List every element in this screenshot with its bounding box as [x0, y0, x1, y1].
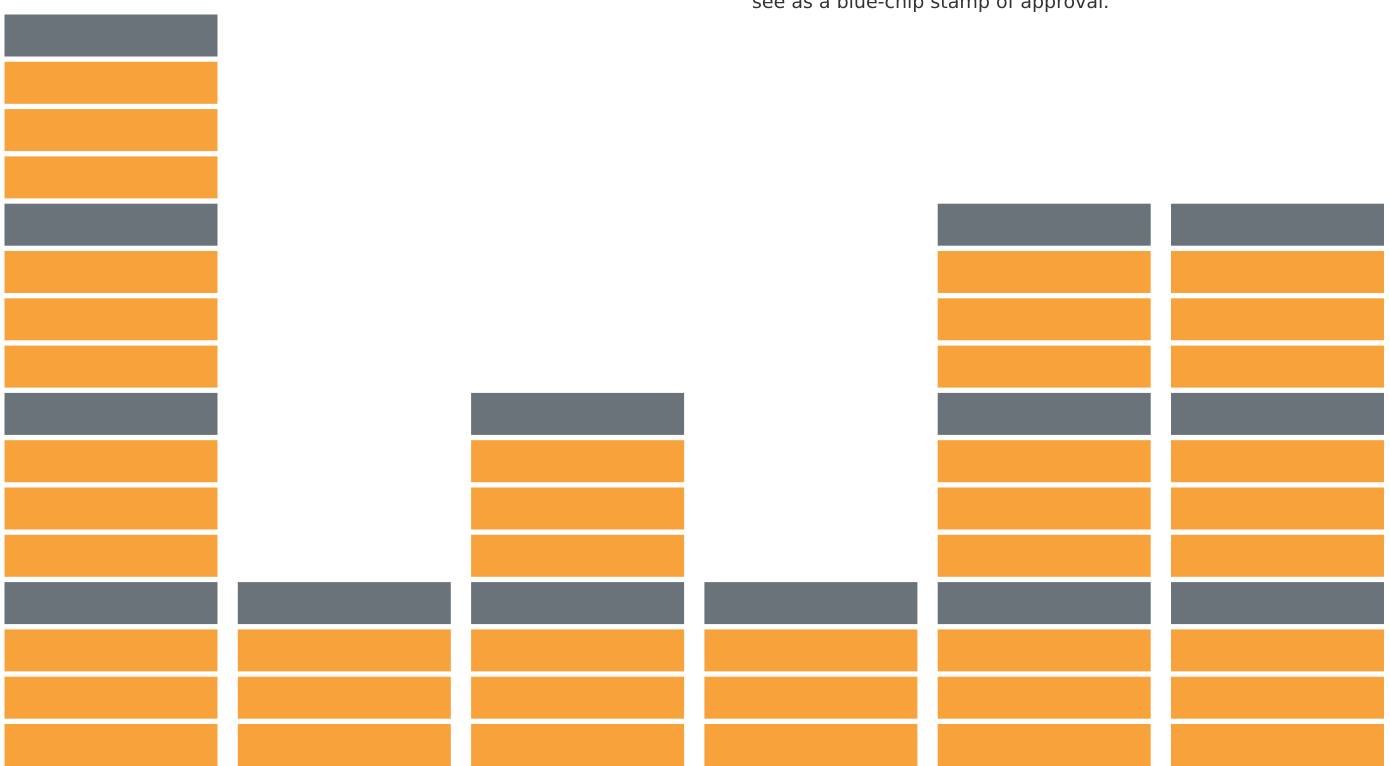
block — [937, 251, 1151, 293]
block — [4, 487, 218, 530]
column — [237, 582, 451, 766]
block — [704, 582, 918, 625]
block — [937, 534, 1151, 577]
block — [1171, 487, 1384, 530]
block — [4, 156, 218, 199]
block — [4, 582, 218, 625]
block — [937, 345, 1151, 388]
block — [471, 534, 685, 577]
block — [1171, 298, 1384, 341]
block — [1171, 203, 1384, 246]
block — [4, 203, 218, 246]
block — [704, 629, 918, 672]
block — [1171, 534, 1384, 577]
block — [1171, 251, 1384, 293]
block — [471, 440, 685, 483]
block — [4, 61, 218, 104]
block — [4, 109, 218, 152]
column — [1171, 203, 1384, 766]
block — [471, 724, 685, 766]
block — [937, 487, 1151, 530]
block — [471, 392, 685, 435]
block — [471, 487, 685, 530]
block — [237, 676, 451, 719]
block — [4, 724, 218, 766]
block — [237, 582, 451, 625]
block — [471, 629, 685, 672]
block — [1171, 629, 1384, 672]
block — [4, 298, 218, 341]
block — [937, 298, 1151, 341]
block — [237, 629, 451, 672]
column — [471, 392, 685, 766]
block — [471, 676, 685, 719]
column — [704, 582, 918, 766]
block — [937, 676, 1151, 719]
block — [4, 392, 218, 435]
caption: see as a blue-chip stamp of approval. — [752, 0, 1109, 13]
block — [937, 582, 1151, 625]
block — [937, 629, 1151, 672]
block — [471, 582, 685, 625]
block — [4, 629, 218, 672]
block — [704, 724, 918, 766]
block — [4, 676, 218, 719]
block — [4, 345, 218, 388]
block — [4, 534, 218, 577]
block — [1171, 345, 1384, 388]
block — [1171, 392, 1384, 435]
block — [1171, 582, 1384, 625]
column — [937, 203, 1151, 766]
block — [4, 14, 218, 57]
block — [937, 440, 1151, 483]
block — [937, 724, 1151, 766]
block — [937, 203, 1151, 246]
block — [1171, 440, 1384, 483]
block — [1171, 676, 1384, 719]
block — [4, 251, 218, 293]
block — [1171, 724, 1384, 766]
block — [4, 440, 218, 483]
block — [704, 676, 918, 719]
block — [237, 724, 451, 766]
column — [4, 14, 218, 766]
block — [937, 392, 1151, 435]
